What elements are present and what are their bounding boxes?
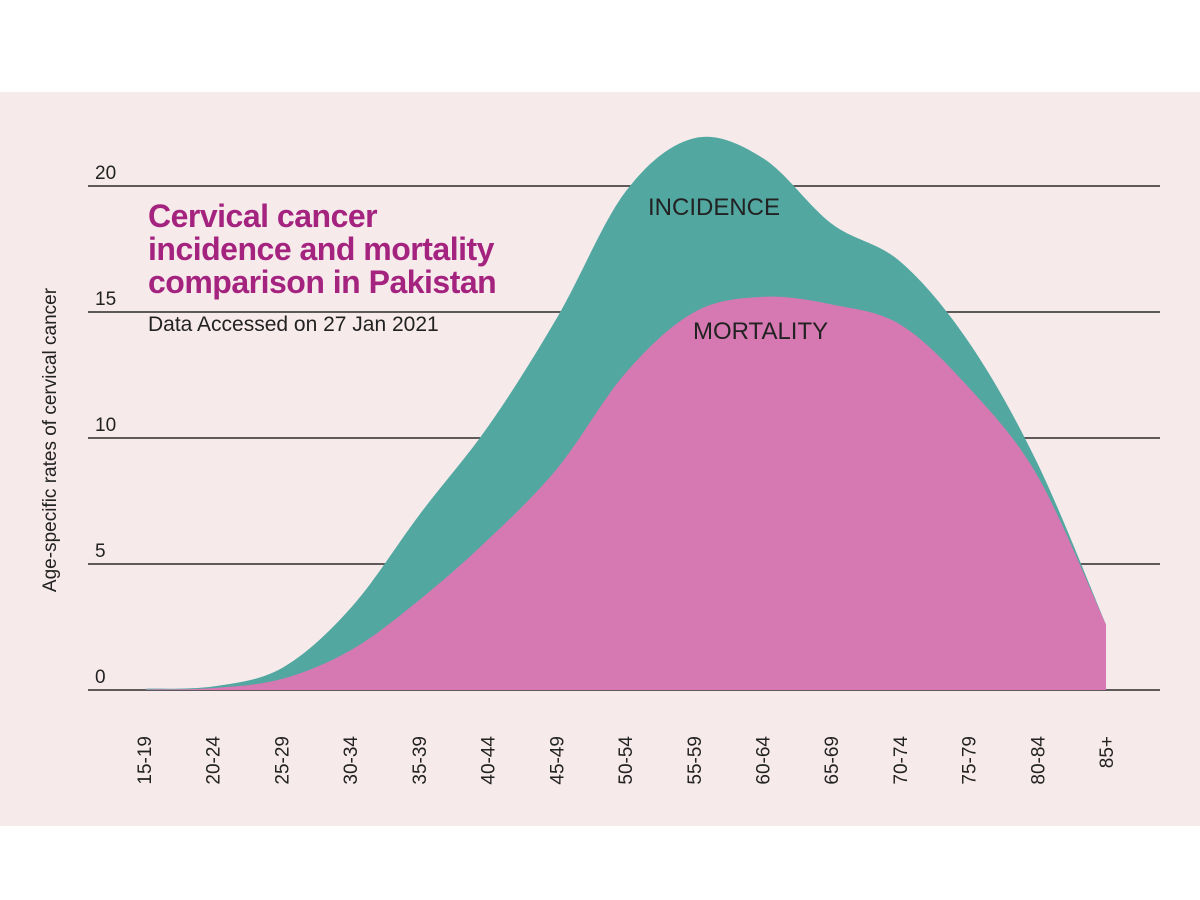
x-tick-label: 35-39 [410,736,431,785]
y-axis-label: Age-specific rates of cervical cancer [40,287,61,592]
area-layer [146,136,1106,690]
x-tick-label: 80-84 [1028,736,1049,785]
chart-title: Cervical cancer incidence and mortality … [148,198,497,300]
title-block: Cervical cancer incidence and mortality … [148,200,528,337]
x-tick-label: 25-29 [272,736,293,785]
x-tick-label: 40-44 [479,736,500,785]
x-tick-label: 45-49 [547,736,568,785]
x-tick-label: 85+ [1097,736,1118,768]
x-tick-label: 75-79 [960,736,981,785]
x-tick-label: 15-19 [135,736,156,785]
y-tick-label: 0 [95,667,106,688]
x-tick-label: 55-59 [685,736,706,785]
mortality-series-label: MORTALITY [693,318,828,345]
x-tick-label: 30-34 [341,736,362,785]
x-tick-label: 20-24 [204,736,225,785]
mortality-area [146,296,1106,690]
y-tick-label: 5 [95,541,106,562]
x-tick-label: 60-64 [753,736,774,785]
chart-subtitle: Data Accessed on 27 Jan 2021 [148,313,439,336]
incidence-series-label: INCIDENCE [648,194,780,221]
y-tick-label: 15 [95,289,116,310]
x-tick-label: 65-69 [822,736,843,785]
y-tick-label: 20 [95,163,116,184]
tick-labels: 0 5 10 15 20 15-19 20-24 25-29 30-34 35-39 40-44 45… [95,163,1118,785]
x-tick-label: 70-74 [891,736,912,785]
x-tick-label: 50-54 [616,736,637,785]
y-tick-label: 10 [95,415,116,436]
